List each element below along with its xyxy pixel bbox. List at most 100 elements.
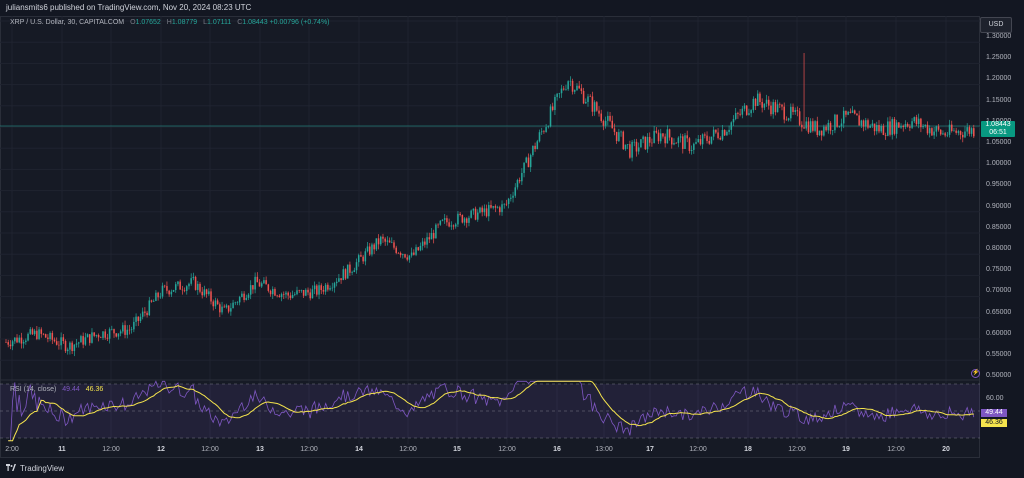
time-axis[interactable]: 2:00 11 12:00 12 12:00 13 12:00 14 12:00 15 12:00 1… — [0, 444, 980, 458]
candle — [574, 89, 576, 95]
candle — [117, 333, 120, 340]
candle — [618, 128, 620, 142]
candle — [488, 201, 490, 222]
price-scale[interactable]: 1.300001.250001.200001.150001.100001.050… — [980, 16, 1024, 458]
candle — [346, 264, 349, 279]
candle — [408, 255, 411, 263]
candle — [540, 127, 543, 135]
candle — [644, 136, 647, 151]
candle — [772, 99, 774, 119]
candle — [439, 220, 442, 226]
chart-pane[interactable] — [0, 16, 980, 458]
candle — [527, 153, 530, 168]
rsi-label[interactable]: RSI (14, close) — [10, 386, 57, 393]
candle — [726, 130, 728, 136]
candle — [11, 339, 14, 351]
candle — [443, 214, 446, 224]
candle — [280, 292, 283, 302]
candle — [525, 156, 528, 164]
candle — [646, 133, 649, 153]
alert-icon[interactable]: ⚡ — [971, 369, 980, 378]
candle — [291, 290, 294, 299]
candle — [529, 153, 532, 172]
candle — [909, 124, 911, 132]
candle — [609, 112, 611, 122]
candle — [878, 120, 880, 134]
candle — [267, 283, 270, 293]
candle — [265, 276, 267, 285]
candle — [294, 292, 296, 297]
candle — [428, 232, 431, 244]
candle — [565, 84, 567, 91]
candle — [615, 131, 618, 144]
rsi-scale-tick: 60.00 — [986, 395, 1004, 402]
candle — [419, 242, 422, 252]
candle — [60, 332, 62, 350]
candle — [236, 301, 239, 306]
candle — [950, 120, 953, 133]
candle — [933, 126, 935, 139]
candle — [331, 282, 334, 292]
publish-bar: juliansmits6 published on TradingView.co… — [0, 0, 1024, 16]
candle — [472, 208, 475, 215]
candle — [457, 211, 459, 228]
candle — [926, 121, 929, 136]
candle — [869, 124, 871, 129]
candle — [781, 103, 783, 111]
candle — [421, 237, 424, 251]
candle — [580, 84, 583, 95]
candle — [895, 119, 898, 139]
candle — [834, 113, 836, 134]
open-label: O — [130, 19, 136, 26]
candle — [510, 194, 512, 202]
candle — [946, 131, 949, 138]
candle — [803, 53, 805, 129]
candle — [7, 339, 9, 348]
chart-canvas[interactable] — [0, 16, 980, 458]
candle — [95, 334, 98, 338]
candle — [532, 145, 534, 157]
candle — [380, 235, 382, 247]
candle — [302, 290, 305, 299]
candle — [316, 284, 318, 297]
candle — [413, 249, 415, 256]
candle — [876, 121, 878, 135]
candle — [671, 137, 673, 149]
candle — [58, 340, 60, 350]
candle — [417, 246, 420, 251]
candle — [904, 120, 907, 130]
symbol-name[interactable]: XRP / U.S. Dollar, 30, CAPITALCOM — [10, 19, 125, 26]
candle — [831, 129, 834, 136]
candle — [192, 272, 195, 281]
candle — [360, 251, 362, 257]
candle — [483, 204, 486, 216]
candle — [748, 108, 750, 116]
candle — [276, 294, 278, 298]
candle — [836, 114, 838, 128]
candle — [790, 103, 792, 122]
candle — [243, 291, 245, 303]
candle — [161, 282, 164, 299]
candle — [100, 336, 102, 338]
candle — [752, 96, 755, 113]
currency-button[interactable]: USD — [980, 17, 1012, 33]
candle — [181, 285, 184, 295]
footer-brand[interactable]: TradingView — [20, 464, 65, 473]
candle — [172, 289, 175, 292]
candle — [721, 125, 724, 141]
time-tick: 12:00 — [887, 446, 905, 453]
candle — [695, 138, 697, 145]
candle — [801, 121, 803, 132]
candle — [666, 125, 669, 144]
candle — [798, 107, 801, 127]
candle — [512, 191, 514, 203]
candle — [183, 287, 186, 293]
candle — [309, 288, 311, 301]
candle — [66, 347, 69, 355]
candle — [20, 332, 23, 349]
candle — [366, 241, 369, 253]
candle — [324, 283, 327, 295]
candle — [82, 332, 84, 349]
candle — [73, 344, 76, 357]
candle — [763, 103, 766, 111]
